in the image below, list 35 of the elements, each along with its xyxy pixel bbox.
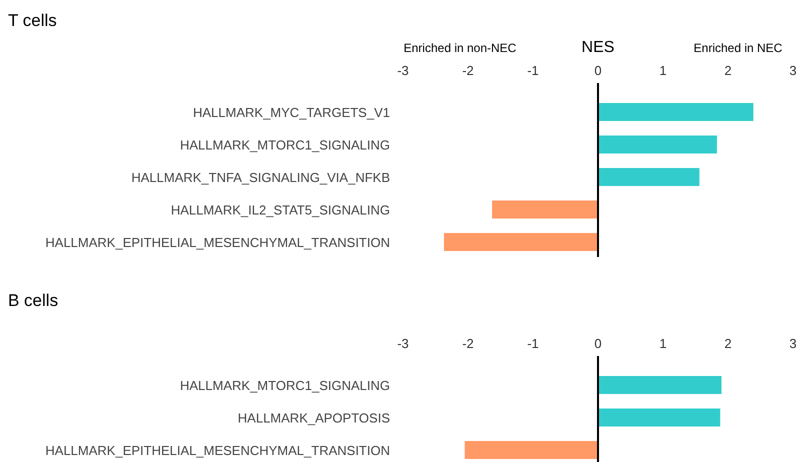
x-tick-label: -2 xyxy=(462,336,474,351)
text: T cells xyxy=(8,11,57,30)
y-tick-label: HALLMARK_MTORC1_SIGNALING xyxy=(180,138,390,152)
bar xyxy=(492,200,598,218)
y-tick-label: HALLMARK_TNFA_SIGNALING_VIA_NFKB xyxy=(131,170,390,185)
x-tick-label: 3 xyxy=(789,336,797,351)
bar xyxy=(598,376,722,394)
x-tick-label: 1 xyxy=(659,63,667,78)
x-tick-label: -3 xyxy=(397,63,409,78)
x-tick-label: -1 xyxy=(527,336,539,351)
bar xyxy=(598,168,700,186)
y-tick-label: HALLMARK_EPITHELIAL_MESENCHYMAL_TRANSITION xyxy=(45,443,390,458)
bar xyxy=(598,103,754,121)
text: Enriched in NEC xyxy=(694,41,783,55)
y-tick-label: HALLMARK_EPITHELIAL_MESENCHYMAL_TRANSITION xyxy=(45,235,390,250)
bar xyxy=(464,441,598,459)
y-tick-label: HALLMARK_APOPTOSIS xyxy=(238,410,390,426)
x-tick-label: -3 xyxy=(397,336,409,351)
x-tick-label: 2 xyxy=(724,336,732,351)
x-tick-label: -1 xyxy=(527,63,539,78)
x-tick-label: 3 xyxy=(789,63,797,78)
y-tick-label: HALLMARK_MYC_TARGETS_V1 xyxy=(193,105,390,120)
x-tick-label: 2 xyxy=(724,63,732,78)
y-tick-label: HALLMARK_IL2_STAT5_SIGNALING xyxy=(170,202,390,218)
x-tick-label: 1 xyxy=(659,336,667,351)
y-tick-label: HALLMARK_MTORC1_SIGNALING xyxy=(180,378,390,393)
x-axis-title: NES xyxy=(582,39,614,56)
text: Enriched in non-NEC xyxy=(404,41,517,55)
bar xyxy=(444,233,598,251)
bar xyxy=(598,136,717,154)
x-tick-label: 0 xyxy=(594,63,602,78)
text: B cells xyxy=(8,291,58,310)
bar xyxy=(598,408,720,426)
x-tick-label: -2 xyxy=(462,63,474,78)
x-tick-label: 0 xyxy=(594,336,602,351)
